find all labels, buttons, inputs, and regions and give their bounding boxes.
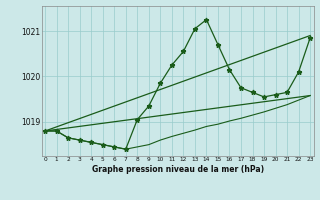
X-axis label: Graphe pression niveau de la mer (hPa): Graphe pression niveau de la mer (hPa)	[92, 165, 264, 174]
